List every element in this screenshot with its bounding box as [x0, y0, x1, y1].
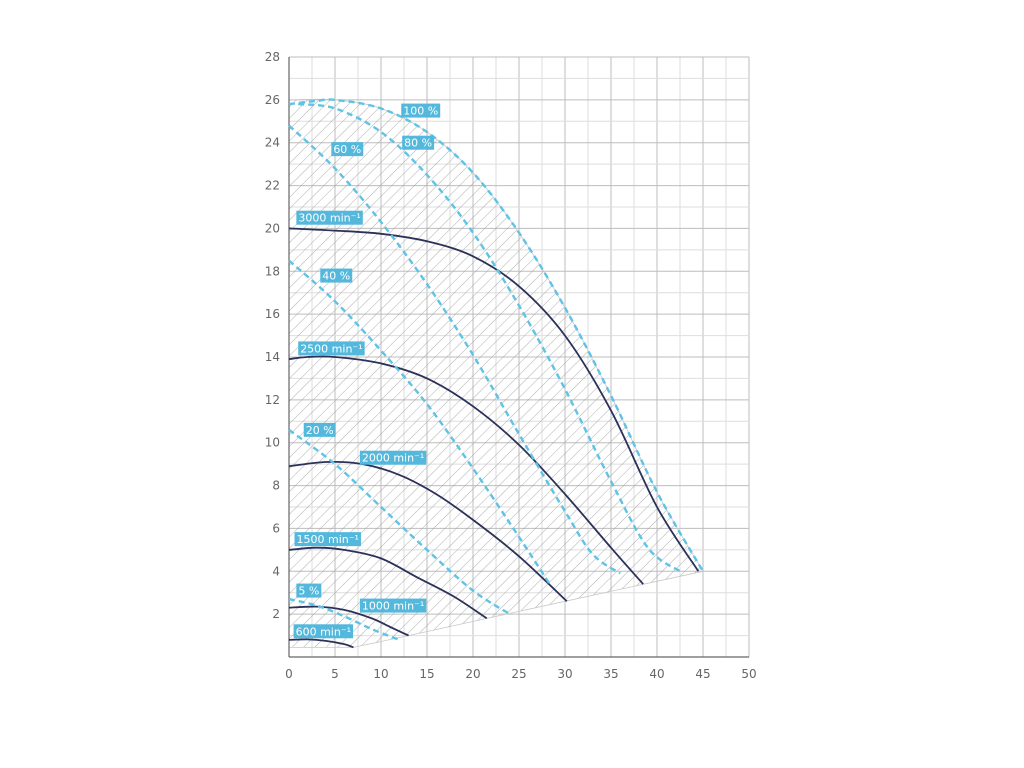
y-tick-label: 18 [265, 264, 280, 278]
curve-label-text: 60 % [333, 143, 361, 156]
curve-label-text: 40 % [322, 270, 350, 283]
x-tick-label: 20 [465, 667, 480, 681]
speed-curve [288, 638, 354, 649]
curve-label-text: 1500 min⁻¹ [297, 533, 359, 546]
curve-label: 1500 min⁻¹ [294, 532, 361, 547]
tick-labels: 0 5 10 15 20 25 30 35 40 45 5024681012141618202224… [265, 50, 757, 681]
curve-labels: 100 % 80 % 60 % 3000 min⁻¹ 40 % 2500 min⁻¹ 20 … [293, 103, 441, 639]
y-tick-label: 24 [265, 136, 280, 150]
curve-label-text: 100 % [403, 105, 438, 118]
efficiency-curve [288, 124, 621, 575]
curve-label-background [359, 598, 427, 613]
y-tick-label: 28 [265, 50, 280, 64]
efficiency-curve [288, 428, 511, 616]
y-tick-label: 22 [265, 179, 280, 193]
curve-label-background [294, 532, 361, 547]
y-tick-label: 26 [265, 93, 280, 107]
curve-label: 3000 min⁻¹ [296, 210, 363, 225]
x-tick-label: 40 [649, 667, 664, 681]
y-tick-label: 10 [265, 436, 280, 450]
curve-label-text: 2500 min⁻¹ [300, 342, 362, 355]
curve-label-background [298, 341, 365, 356]
efficiency-curve [298, 102, 681, 573]
x-tick-label: 15 [419, 667, 434, 681]
curve-label: 60 % [331, 142, 364, 157]
curve-label-background [293, 624, 354, 639]
curve-label: 80 % [402, 135, 435, 150]
curve-label-text: 20 % [306, 424, 334, 437]
y-tick-label: 20 [265, 221, 280, 235]
curve-label: 1000 min⁻¹ [359, 598, 427, 613]
speed-curve [288, 460, 568, 602]
curve-label-background [320, 268, 353, 283]
y-tick-label: 4 [272, 564, 280, 578]
curve-label-text: 3000 min⁻¹ [298, 212, 360, 225]
curve-label-text: 5 % [298, 585, 319, 598]
curve-label-text: 80 % [404, 137, 432, 150]
x-tick-label: 25 [511, 667, 526, 681]
curve-label-background [359, 450, 427, 465]
curve-label-background [296, 583, 322, 598]
x-tick-label: 50 [741, 667, 756, 681]
curve-label-text: 1000 min⁻¹ [362, 600, 424, 613]
x-tick-label: 45 [695, 667, 710, 681]
speed-curve [288, 605, 409, 637]
curve-label-background [331, 142, 364, 157]
curve-label-text: 2000 min⁻¹ [362, 452, 424, 465]
curve-label-background [296, 210, 363, 225]
curve-label-text: 600 min⁻¹ [296, 625, 351, 638]
x-tick-label: 0 [285, 667, 293, 681]
speed-curves [288, 227, 700, 649]
y-tick-label: 16 [265, 307, 280, 321]
efficiency-curves [288, 98, 705, 642]
speed-curve [288, 546, 488, 620]
curve-label-background [401, 103, 441, 118]
efficiency-curve [288, 98, 705, 572]
speed-curve [288, 227, 700, 572]
y-tick-label: 2 [272, 607, 280, 621]
y-tick-label: 14 [265, 350, 280, 364]
x-tick-label: 10 [373, 667, 388, 681]
curve-label: 2500 min⁻¹ [298, 341, 365, 356]
x-tick-label: 5 [331, 667, 339, 681]
curve-label: 600 min⁻¹ [293, 624, 354, 639]
y-tick-label: 6 [272, 521, 280, 535]
curve-label: 20 % [303, 422, 336, 437]
x-tick-label: 30 [557, 667, 572, 681]
x-tick-label: 35 [603, 667, 618, 681]
efficiency-curve [288, 259, 553, 587]
curve-label-background [303, 422, 336, 437]
y-tick-label: 12 [265, 393, 280, 407]
curve-label: 2000 min⁻¹ [359, 450, 427, 465]
speed-curve [288, 355, 644, 585]
y-tick-label: 8 [272, 479, 280, 493]
curve-label-background [402, 135, 435, 150]
curve-label: 100 % [401, 103, 441, 118]
curve-label: 40 % [320, 268, 353, 283]
axes [288, 57, 749, 658]
curve-label: 5 % [296, 583, 322, 598]
